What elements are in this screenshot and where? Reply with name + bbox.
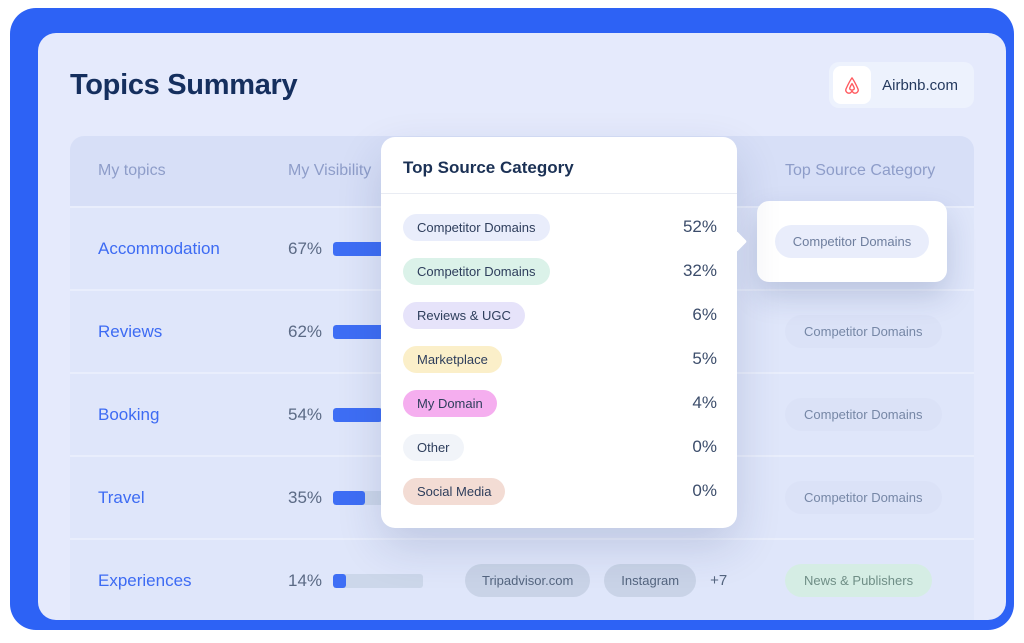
topic-link[interactable]: Travel [98, 487, 145, 507]
category-pill[interactable]: Competitor Domains [785, 481, 942, 514]
category-chip: Social Media [403, 477, 506, 505]
source-category-row: Reviews & UGC 6% [403, 293, 717, 337]
domain-badge[interactable]: Airbnb.com [829, 62, 974, 108]
airbnb-logo-icon [833, 66, 872, 104]
source-chip[interactable]: Instagram [604, 564, 697, 597]
visibility-percent: 54% [288, 404, 323, 424]
source-chip[interactable]: Tripadvisor.com [465, 564, 591, 597]
category-chip: Competitor Domains [403, 213, 550, 241]
domain-badge-label: Airbnb.com [882, 76, 958, 94]
column-header-visibility: My Visibility [288, 162, 372, 179]
visibility-bar-fill [333, 573, 346, 588]
category-pill[interactable]: Competitor Domains [785, 315, 942, 348]
category-percent: 6% [692, 305, 717, 324]
source-category-row: Marketplace 5% [403, 337, 717, 381]
visibility-percent: 67% [288, 238, 323, 258]
visibility-percent: 35% [288, 487, 323, 507]
visibility-bar-fill [333, 407, 382, 422]
topic-link[interactable]: Accommodation [98, 238, 220, 258]
source-category-row: My Domain 4% [403, 381, 717, 425]
card-header: Topics Summary Airbnb.com [70, 59, 974, 111]
visibility-bar-fill [333, 490, 365, 505]
column-header-category: Top Source Category [785, 162, 936, 179]
category-percent: 0% [692, 437, 717, 456]
visibility-percent: 14% [288, 570, 323, 590]
visibility-percent: 62% [288, 321, 323, 341]
category-chip: My Domain [403, 389, 497, 417]
source-category-row: Social Media 0% [403, 469, 717, 513]
category-percent: 32% [682, 261, 717, 280]
source-category-row: Competitor Domains 32% [403, 249, 717, 293]
source-category-row: Other 0% [403, 425, 717, 469]
topic-link[interactable]: Booking [98, 404, 160, 424]
category-chip: Competitor Domains [403, 257, 550, 285]
category-pill[interactable]: Competitor Domains [785, 398, 942, 431]
table-row: Experiences 14% Tripadvisor.com Instagra… [70, 538, 974, 620]
popover-title: Top Source Category [381, 137, 737, 194]
category-chip: Reviews & UGC [403, 301, 525, 329]
visibility-bar-fill [333, 241, 394, 256]
source-category-row: Competitor Domains 52% [403, 205, 717, 249]
category-tooltip-card: Competitor Domains [757, 201, 947, 282]
category-chip: Marketplace [403, 345, 502, 373]
category-percent: 52% [682, 217, 717, 236]
topic-link[interactable]: Reviews [98, 321, 163, 341]
visibility-bar [333, 573, 423, 588]
source-category-popover: Top Source Category Competitor Domains 5… [381, 137, 748, 528]
page-title: Topics Summary [70, 68, 298, 101]
popover-list: Competitor Domains 52% Competitor Domain… [381, 194, 737, 513]
column-header-topics: My topics [98, 162, 166, 179]
visibility-bar-fill [333, 324, 389, 339]
category-pill[interactable]: News & Publishers [785, 564, 933, 597]
category-percent: 4% [692, 393, 717, 412]
category-chip: Other [403, 433, 464, 461]
category-percent: 5% [692, 349, 717, 368]
tooltip-category-pill[interactable]: Competitor Domains [774, 225, 930, 258]
topic-link[interactable]: Experiences [98, 570, 192, 590]
more-sources[interactable]: +7 [710, 572, 728, 589]
category-percent: 0% [692, 481, 717, 500]
